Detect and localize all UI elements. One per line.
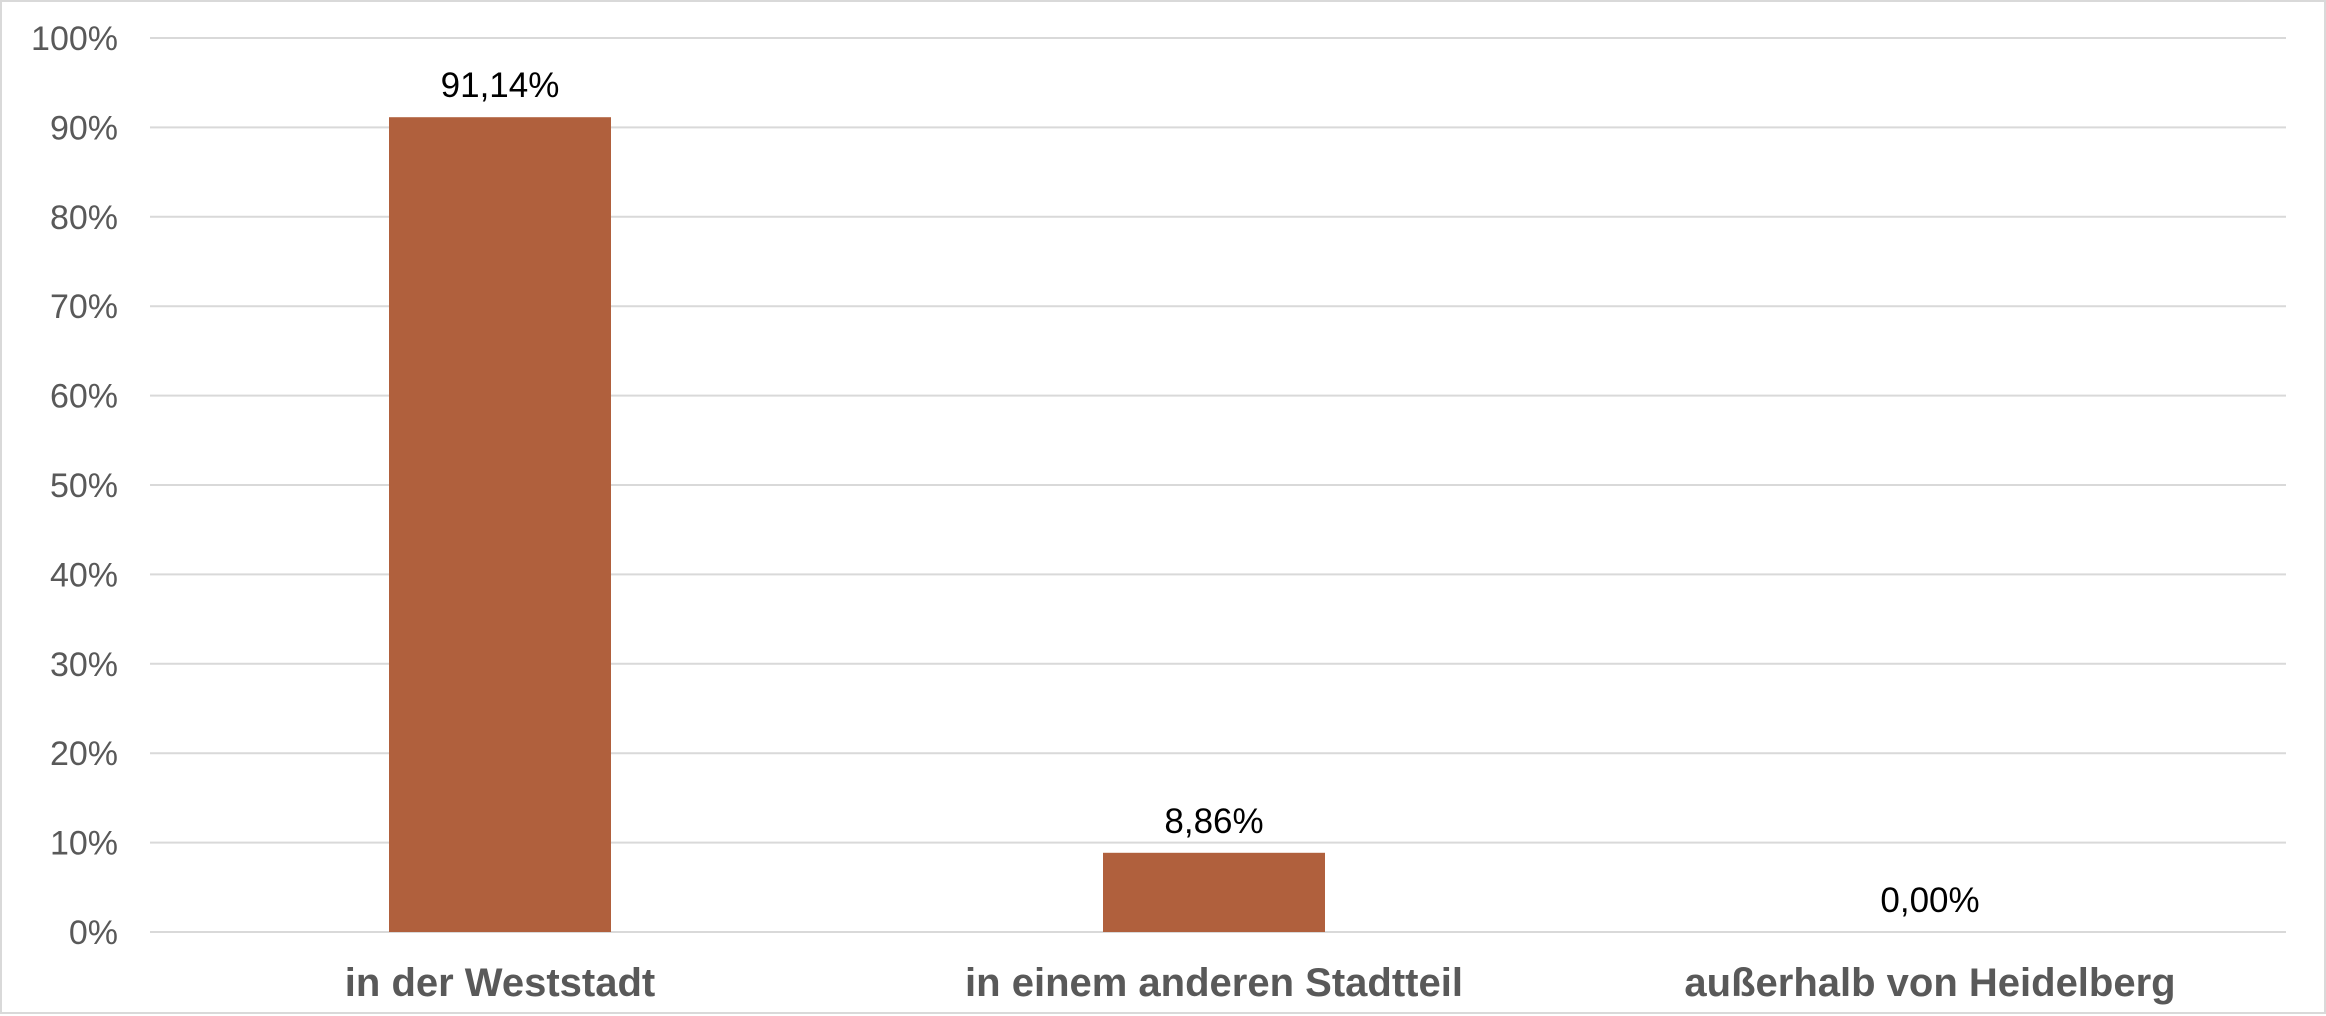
bar-2	[1103, 852, 1325, 932]
x-category-label-1: in der Weststadt	[345, 961, 655, 1005]
y-tick-label: 90%	[50, 109, 118, 147]
x-category-label-2: in einem anderen Stadtteil	[965, 961, 1463, 1005]
y-tick-label: 40%	[50, 556, 118, 594]
y-tick-label: 50%	[50, 467, 118, 505]
data-labels: 91,14% 8,86% 0,00%	[441, 66, 1980, 920]
y-tick-label: 0%	[69, 914, 118, 952]
y-tick-label: 100%	[31, 20, 118, 58]
y-tick-label: 30%	[50, 646, 118, 684]
x-axis-labels: in der Weststadt in einem anderen Stadtte…	[345, 961, 2176, 1005]
y-axis-ticks: 0% 10% 20% 30% 40% 50% 60% 70% 80% 90% 100%	[31, 20, 118, 952]
data-label-3: 0,00%	[1880, 881, 1979, 920]
x-category-label-3: außerhalb von Heidelberg	[1684, 961, 2175, 1005]
y-tick-label: 80%	[50, 199, 118, 237]
y-tick-label: 60%	[50, 378, 118, 416]
bars	[389, 117, 1325, 933]
data-label-2: 8,86%	[1164, 802, 1263, 841]
data-label-1: 91,14%	[441, 66, 560, 105]
y-tick-label: 20%	[50, 735, 118, 773]
y-tick-label: 70%	[50, 288, 118, 326]
bar-1	[389, 117, 611, 933]
y-tick-label: 10%	[50, 825, 118, 863]
